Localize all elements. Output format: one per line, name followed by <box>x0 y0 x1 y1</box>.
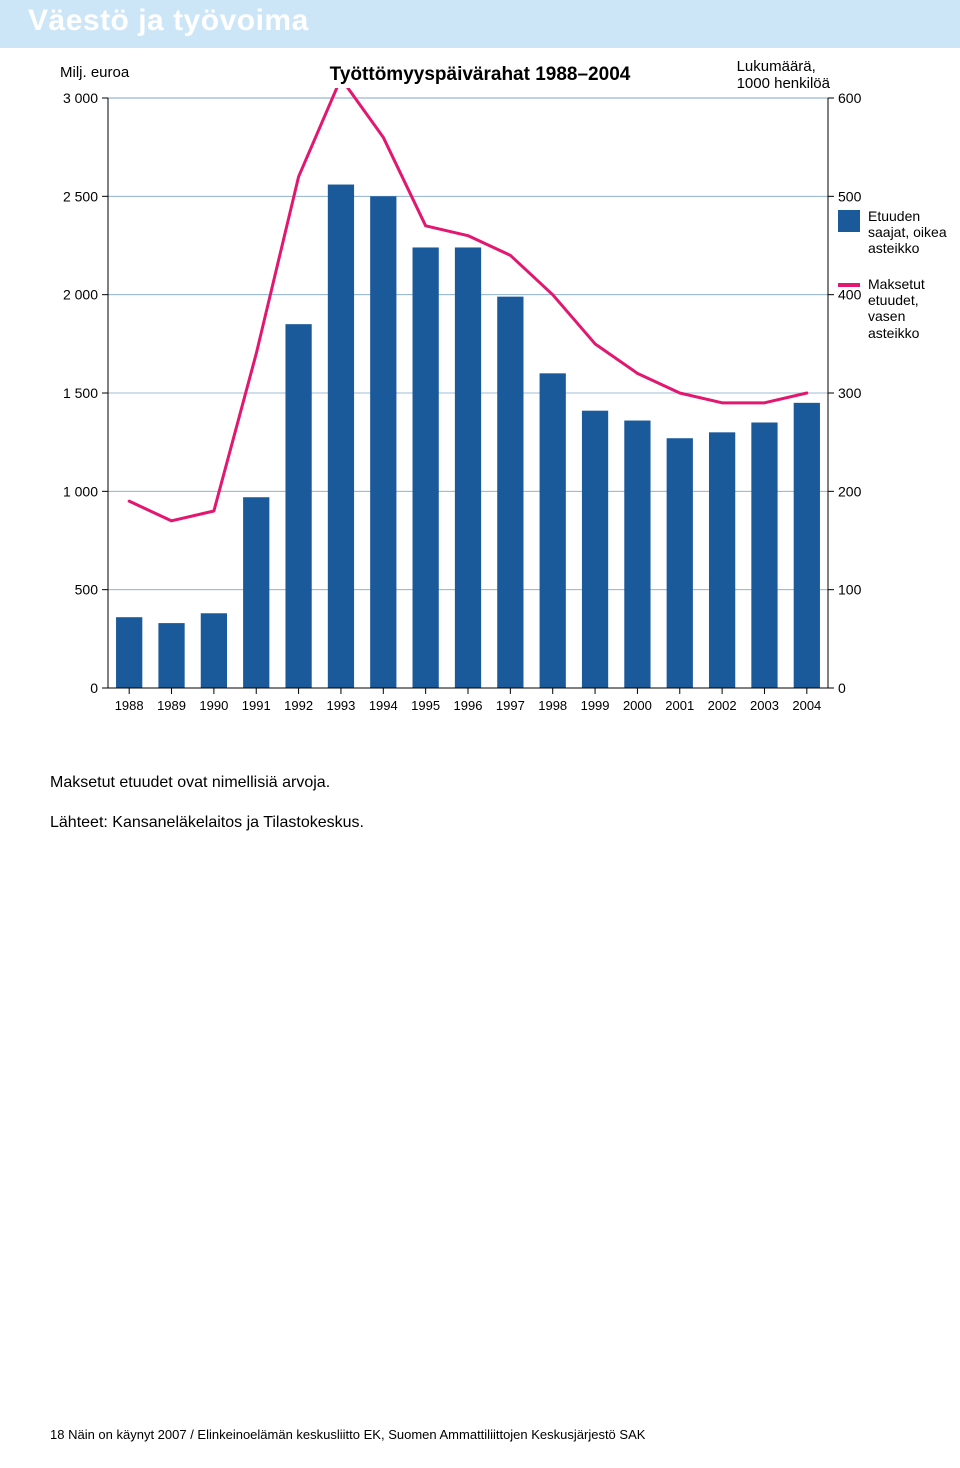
notes-block: Maksetut etuudet ovat nimellisiä arvoja.… <box>50 770 364 849</box>
svg-text:100: 100 <box>838 582 862 598</box>
plot-svg: 05001 0001 5002 0002 5003 00001002003004… <box>50 88 876 728</box>
svg-text:500: 500 <box>838 188 862 204</box>
svg-text:1993: 1993 <box>326 698 355 713</box>
svg-text:2003: 2003 <box>750 698 779 713</box>
right-axis-unit-l1: Lukumäärä, <box>737 58 816 75</box>
svg-text:500: 500 <box>75 582 99 598</box>
svg-text:1992: 1992 <box>284 698 313 713</box>
svg-text:2 500: 2 500 <box>63 188 98 204</box>
plot-wrap: 05001 0001 5002 0002 5003 00001002003004… <box>50 88 820 728</box>
legend: Etuuden saajat, oikea asteikko Maksetut … <box>838 208 948 361</box>
section-title: Väestö ja työvoima <box>28 4 309 38</box>
svg-text:2001: 2001 <box>665 698 694 713</box>
svg-text:1996: 1996 <box>454 698 483 713</box>
legend-swatch-icon <box>838 210 860 232</box>
svg-text:1998: 1998 <box>538 698 567 713</box>
svg-text:300: 300 <box>838 385 862 401</box>
legend-row-line: Maksetut etuudet, vasen asteikko <box>838 276 948 340</box>
note-line-1: Maksetut etuudet ovat nimellisiä arvoja. <box>50 770 364 796</box>
page: Väestö ja työvoima Milj. euroa Työttömyy… <box>0 0 960 1468</box>
svg-text:0: 0 <box>90 680 98 696</box>
svg-text:600: 600 <box>838 90 862 106</box>
svg-text:1990: 1990 <box>199 698 228 713</box>
svg-text:1999: 1999 <box>581 698 610 713</box>
header-band: Väestö ja työvoima <box>0 0 960 48</box>
svg-text:1991: 1991 <box>242 698 271 713</box>
svg-text:1989: 1989 <box>157 698 186 713</box>
svg-text:2004: 2004 <box>792 698 821 713</box>
svg-text:1 500: 1 500 <box>63 385 98 401</box>
svg-text:200: 200 <box>838 483 862 499</box>
svg-text:1 000: 1 000 <box>63 483 98 499</box>
svg-text:2000: 2000 <box>623 698 652 713</box>
legend-row-bars: Etuuden saajat, oikea asteikko <box>838 208 948 256</box>
svg-text:1994: 1994 <box>369 698 398 713</box>
svg-text:1988: 1988 <box>115 698 144 713</box>
svg-text:2 000: 2 000 <box>63 287 98 303</box>
legend-line-icon <box>838 283 860 287</box>
svg-text:3 000: 3 000 <box>63 90 98 106</box>
legend-label-bars: Etuuden saajat, oikea asteikko <box>868 208 948 256</box>
page-footer: 18 Näin on käynyt 2007 / Elinkeinoelämän… <box>50 1427 645 1442</box>
svg-text:1995: 1995 <box>411 698 440 713</box>
svg-text:1997: 1997 <box>496 698 525 713</box>
svg-text:0: 0 <box>838 680 846 696</box>
legend-label-line: Maksetut etuudet, vasen asteikko <box>868 276 948 340</box>
note-line-2: Lähteet: Kansaneläkelaitos ja Tilastokes… <box>50 810 364 836</box>
svg-text:2002: 2002 <box>708 698 737 713</box>
